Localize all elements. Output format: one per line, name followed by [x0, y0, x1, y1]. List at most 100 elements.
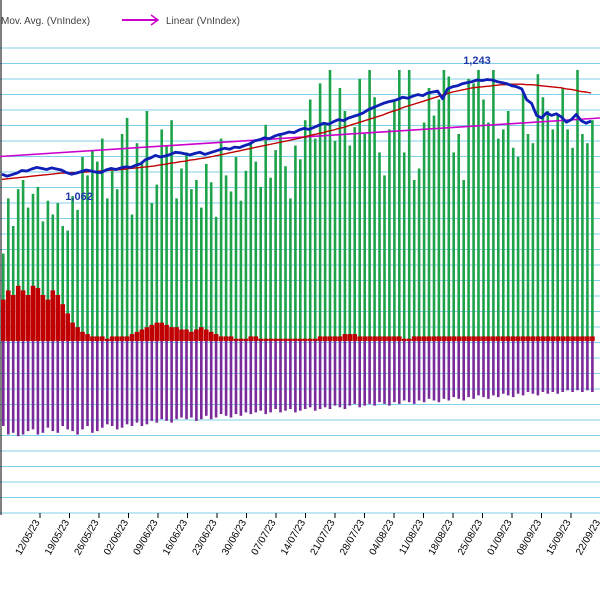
volume-bar-red	[436, 336, 442, 341]
volume-bar-up	[56, 203, 60, 341]
volume-bar-down	[313, 341, 317, 411]
volume-bar-red	[540, 336, 546, 341]
volume-bar-red	[575, 336, 580, 341]
volume-bar-up	[195, 180, 198, 341]
volume-bar-down	[145, 341, 149, 425]
volume-bar-up	[388, 129, 391, 341]
volume-bar-up	[333, 140, 337, 341]
volume-bar-down	[86, 341, 89, 426]
volume-bar-up	[348, 145, 352, 341]
volume-bar-red	[25, 295, 31, 341]
volume-bar-down	[264, 341, 267, 415]
volume-bar-down	[21, 341, 25, 435]
volume-bar-red	[174, 327, 179, 341]
volume-bar-up	[472, 83, 475, 342]
legend-label-moving-average: Mov. Avg. (VnIndex)	[1, 16, 90, 27]
volume-bar-up	[497, 138, 500, 341]
volume-bar-red	[332, 336, 338, 341]
volume-bar-red	[218, 336, 224, 341]
volume-bar-down	[586, 341, 589, 391]
volume-bar-down	[373, 341, 376, 406]
volume-bar-up	[378, 152, 381, 341]
volume-bar-up	[205, 163, 208, 341]
volume-bar-red	[342, 334, 348, 341]
volume-bar-up	[106, 198, 109, 341]
volume-bar-up	[442, 70, 446, 341]
volume-bar-red	[352, 334, 357, 341]
volume-bar-up	[269, 177, 272, 341]
volume-bar-red	[80, 331, 85, 341]
volume-bar-up	[328, 70, 332, 341]
volume-bar-down	[531, 341, 535, 394]
volume-bar-up	[234, 157, 238, 341]
volume-bar-up	[338, 88, 342, 341]
volume-bar-up	[299, 159, 302, 341]
volume-bar-red	[213, 334, 219, 341]
volume-bar-down	[487, 341, 490, 399]
volume-bar-red	[194, 329, 199, 341]
volume-bar-red	[164, 324, 169, 341]
volume-bar-down	[497, 341, 500, 398]
volume-bar-red	[60, 304, 65, 341]
volume-bar-down	[36, 341, 40, 435]
volume-bar-up	[101, 138, 104, 341]
volume-bar-red	[15, 285, 21, 341]
volume-bar-up	[274, 150, 277, 341]
volume-bar-down	[442, 341, 446, 399]
volume-bar-red	[505, 336, 511, 341]
volume-bar-red	[406, 338, 412, 341]
volume-bar-red	[184, 329, 189, 341]
volume-bar-down	[294, 341, 297, 413]
volume-bar-up	[170, 120, 173, 341]
volume-bar-down	[41, 341, 45, 433]
volume-bar-red	[416, 336, 422, 341]
volume-bar-down	[363, 341, 366, 406]
volume-bar-down	[521, 341, 525, 396]
volume-bar-down	[303, 341, 307, 409]
volume-bar-down	[160, 341, 163, 420]
volume-bar-down	[110, 341, 114, 426]
volume-bar-red	[525, 336, 531, 341]
volume-bar-red	[298, 338, 303, 341]
volume-bar-red	[580, 336, 585, 341]
volume-bar-red	[258, 338, 263, 341]
volume-bar-up	[561, 88, 564, 341]
volume-bar-red	[312, 338, 318, 341]
volume-bar-down	[180, 341, 183, 418]
volume-bar-down	[120, 341, 124, 428]
volume-bar-up	[294, 145, 297, 341]
volume-bar-red	[501, 336, 506, 341]
volume-bar-up	[432, 115, 436, 341]
volume-bar-down	[76, 341, 79, 435]
volume-bar-red	[228, 336, 234, 341]
volume-bar-red	[273, 338, 278, 341]
volume-bar-up	[437, 99, 441, 341]
volume-bar-down	[91, 341, 94, 433]
volume-bar-down	[244, 341, 248, 413]
volume-bar-up	[160, 129, 163, 341]
volume-bar-down	[106, 341, 109, 425]
volume-bar-up	[209, 182, 213, 341]
volume-bar-down	[135, 341, 139, 423]
volume-bar-red	[590, 336, 595, 341]
volume-bar-up	[239, 200, 243, 341]
volume-bar-red	[50, 290, 56, 341]
volume-bar-up	[264, 124, 267, 341]
volume-bar-red	[45, 299, 51, 341]
volume-bar-red	[20, 290, 26, 341]
volume-bar-up	[526, 134, 530, 341]
volume-bar-down	[407, 341, 411, 403]
volume-bar-down	[170, 341, 173, 423]
volume-bar-red	[223, 336, 229, 341]
volume-bar-red	[565, 336, 570, 341]
volume-bar-red	[139, 329, 145, 341]
volume-bar-down	[195, 341, 198, 421]
volume-bar-red	[189, 331, 194, 341]
volume-bar-up	[41, 221, 45, 341]
volume-bar-up	[140, 161, 144, 341]
volume-bar-up	[46, 200, 50, 341]
volume-bar-down	[576, 341, 579, 391]
volume-bar-down	[185, 341, 188, 420]
volume-bar-down	[56, 341, 60, 433]
volume-bar-red	[6, 290, 11, 341]
